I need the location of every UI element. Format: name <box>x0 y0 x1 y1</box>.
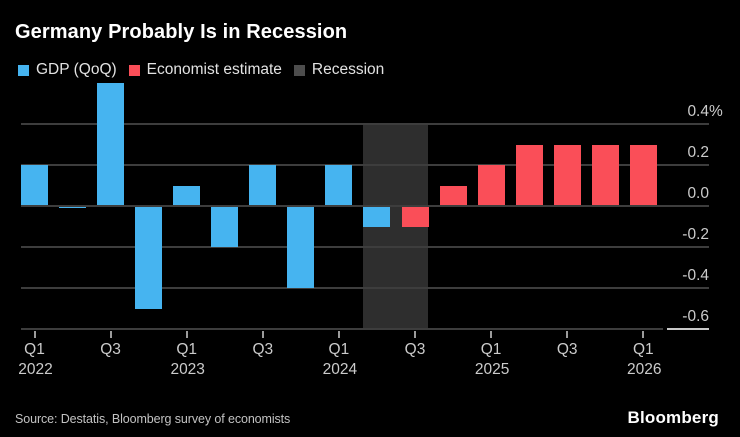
x-axis-label-quarter-q3-2022: Q3 <box>100 341 121 358</box>
bar-q3-2022-gdp-qoq- <box>97 83 125 207</box>
x-tick-q1-2024 <box>337 330 340 338</box>
bar-q2-2024-gdp-qoq- <box>363 206 391 227</box>
x-tick-q1-2022 <box>33 330 36 338</box>
legend-label-estimate: Economist estimate <box>146 61 282 78</box>
bloomberg-logo: Bloomberg <box>627 408 719 427</box>
x-axis-label-quarter-q1-2024: Q1 <box>328 341 350 358</box>
x-tick-q1-2023 <box>185 330 188 338</box>
page-title: Germany Probably Is in Recession <box>15 21 348 43</box>
x-axis-label-year-2022: 2022 <box>18 361 53 378</box>
bar-q4-2025-economist-estimate <box>591 144 619 207</box>
bar-q4-2022-gdp-qoq- <box>135 206 163 309</box>
x-axis-label-year-2024: 2024 <box>322 361 358 378</box>
axis-baseline-segment <box>667 328 709 331</box>
legend: GDP (QoQ) Economist estimate Recession <box>18 61 384 79</box>
x-axis-label-quarter-q1-2025: Q1 <box>480 341 502 358</box>
y-axis-label-0-0: 0.0 <box>687 185 709 203</box>
bar-q3-2025-economist-estimate <box>553 144 581 207</box>
bar-q4-2023-gdp-qoq- <box>287 206 315 289</box>
gridline--0-4 <box>21 287 709 290</box>
y-axis-label-0-4: 0.4% <box>687 103 723 121</box>
estimate-swatch-icon <box>128 64 140 76</box>
bar-q2-2023-gdp-qoq- <box>211 206 239 248</box>
legend-item-gdp: GDP (QoQ) <box>18 61 117 79</box>
legend-label-recession: Recession <box>311 61 385 78</box>
bar-q1-2024-gdp-qoq- <box>325 165 353 207</box>
bar-q2-2022-gdp-qoq- <box>59 206 87 209</box>
y-axis-label--0-4: -0.4 <box>682 267 709 285</box>
x-tick-q3-2024 <box>414 330 416 338</box>
x-axis-label-quarter-q1-2023: Q1 <box>176 341 198 358</box>
x-tick-q3-2023 <box>261 330 264 338</box>
gridline--0-2 <box>21 246 709 249</box>
recession-swatch-icon <box>293 64 305 76</box>
y-axis-unit: % <box>709 103 723 121</box>
zero-line <box>21 205 709 208</box>
x-axis-label-quarter-q1-2022: Q1 <box>24 341 45 358</box>
x-axis-label-year-2023: 2023 <box>170 361 205 378</box>
bar-q1-2023-gdp-qoq- <box>173 185 201 207</box>
bar-q4-2024-economist-estimate <box>439 185 467 207</box>
source-note: Source: Destatis, Bloomberg survey of ec… <box>15 412 291 426</box>
y-axis-label--0-6: -0.6 <box>682 308 709 326</box>
bar-q1-2022-gdp-qoq- <box>21 165 48 207</box>
bar-q2-2025-economist-estimate <box>515 144 543 207</box>
recession-band <box>363 124 429 330</box>
x-axis-label-quarter-q3-2023: Q3 <box>252 341 274 358</box>
y-axis-label--0-2: -0.2 <box>682 226 709 244</box>
x-axis-label-quarter-q1-2026: Q1 <box>632 341 654 358</box>
gridline--0-6 <box>21 328 663 331</box>
legend-item-estimate: Economist estimate <box>128 61 282 79</box>
gridline-0-4 <box>21 123 709 126</box>
bar-q3-2024-economist-estimate <box>401 206 429 227</box>
gridline-0-2 <box>21 164 709 167</box>
legend-label-gdp: GDP (QoQ) <box>36 61 117 78</box>
x-tick-q3-2022 <box>109 330 112 338</box>
x-tick-q3-2025 <box>566 330 569 338</box>
x-axis-label-year-2025: 2025 <box>474 361 510 378</box>
bar-q1-2025-economist-estimate <box>477 165 505 207</box>
x-tick-q1-2026 <box>642 330 645 338</box>
bar-q1-2026-economist-estimate <box>629 144 657 207</box>
x-tick-q1-2025 <box>490 330 493 338</box>
bar-q3-2023-gdp-qoq- <box>249 165 277 207</box>
x-axis-label-year-2026: 2026 <box>627 361 662 378</box>
x-axis-label-quarter-q3-2025: Q3 <box>556 341 578 358</box>
legend-item-recession: Recession <box>293 61 385 79</box>
x-axis-label-quarter-q3-2024: Q3 <box>404 341 426 358</box>
gdp-swatch-icon <box>18 64 29 76</box>
y-axis-label-0-2: 0.2 <box>687 144 709 162</box>
